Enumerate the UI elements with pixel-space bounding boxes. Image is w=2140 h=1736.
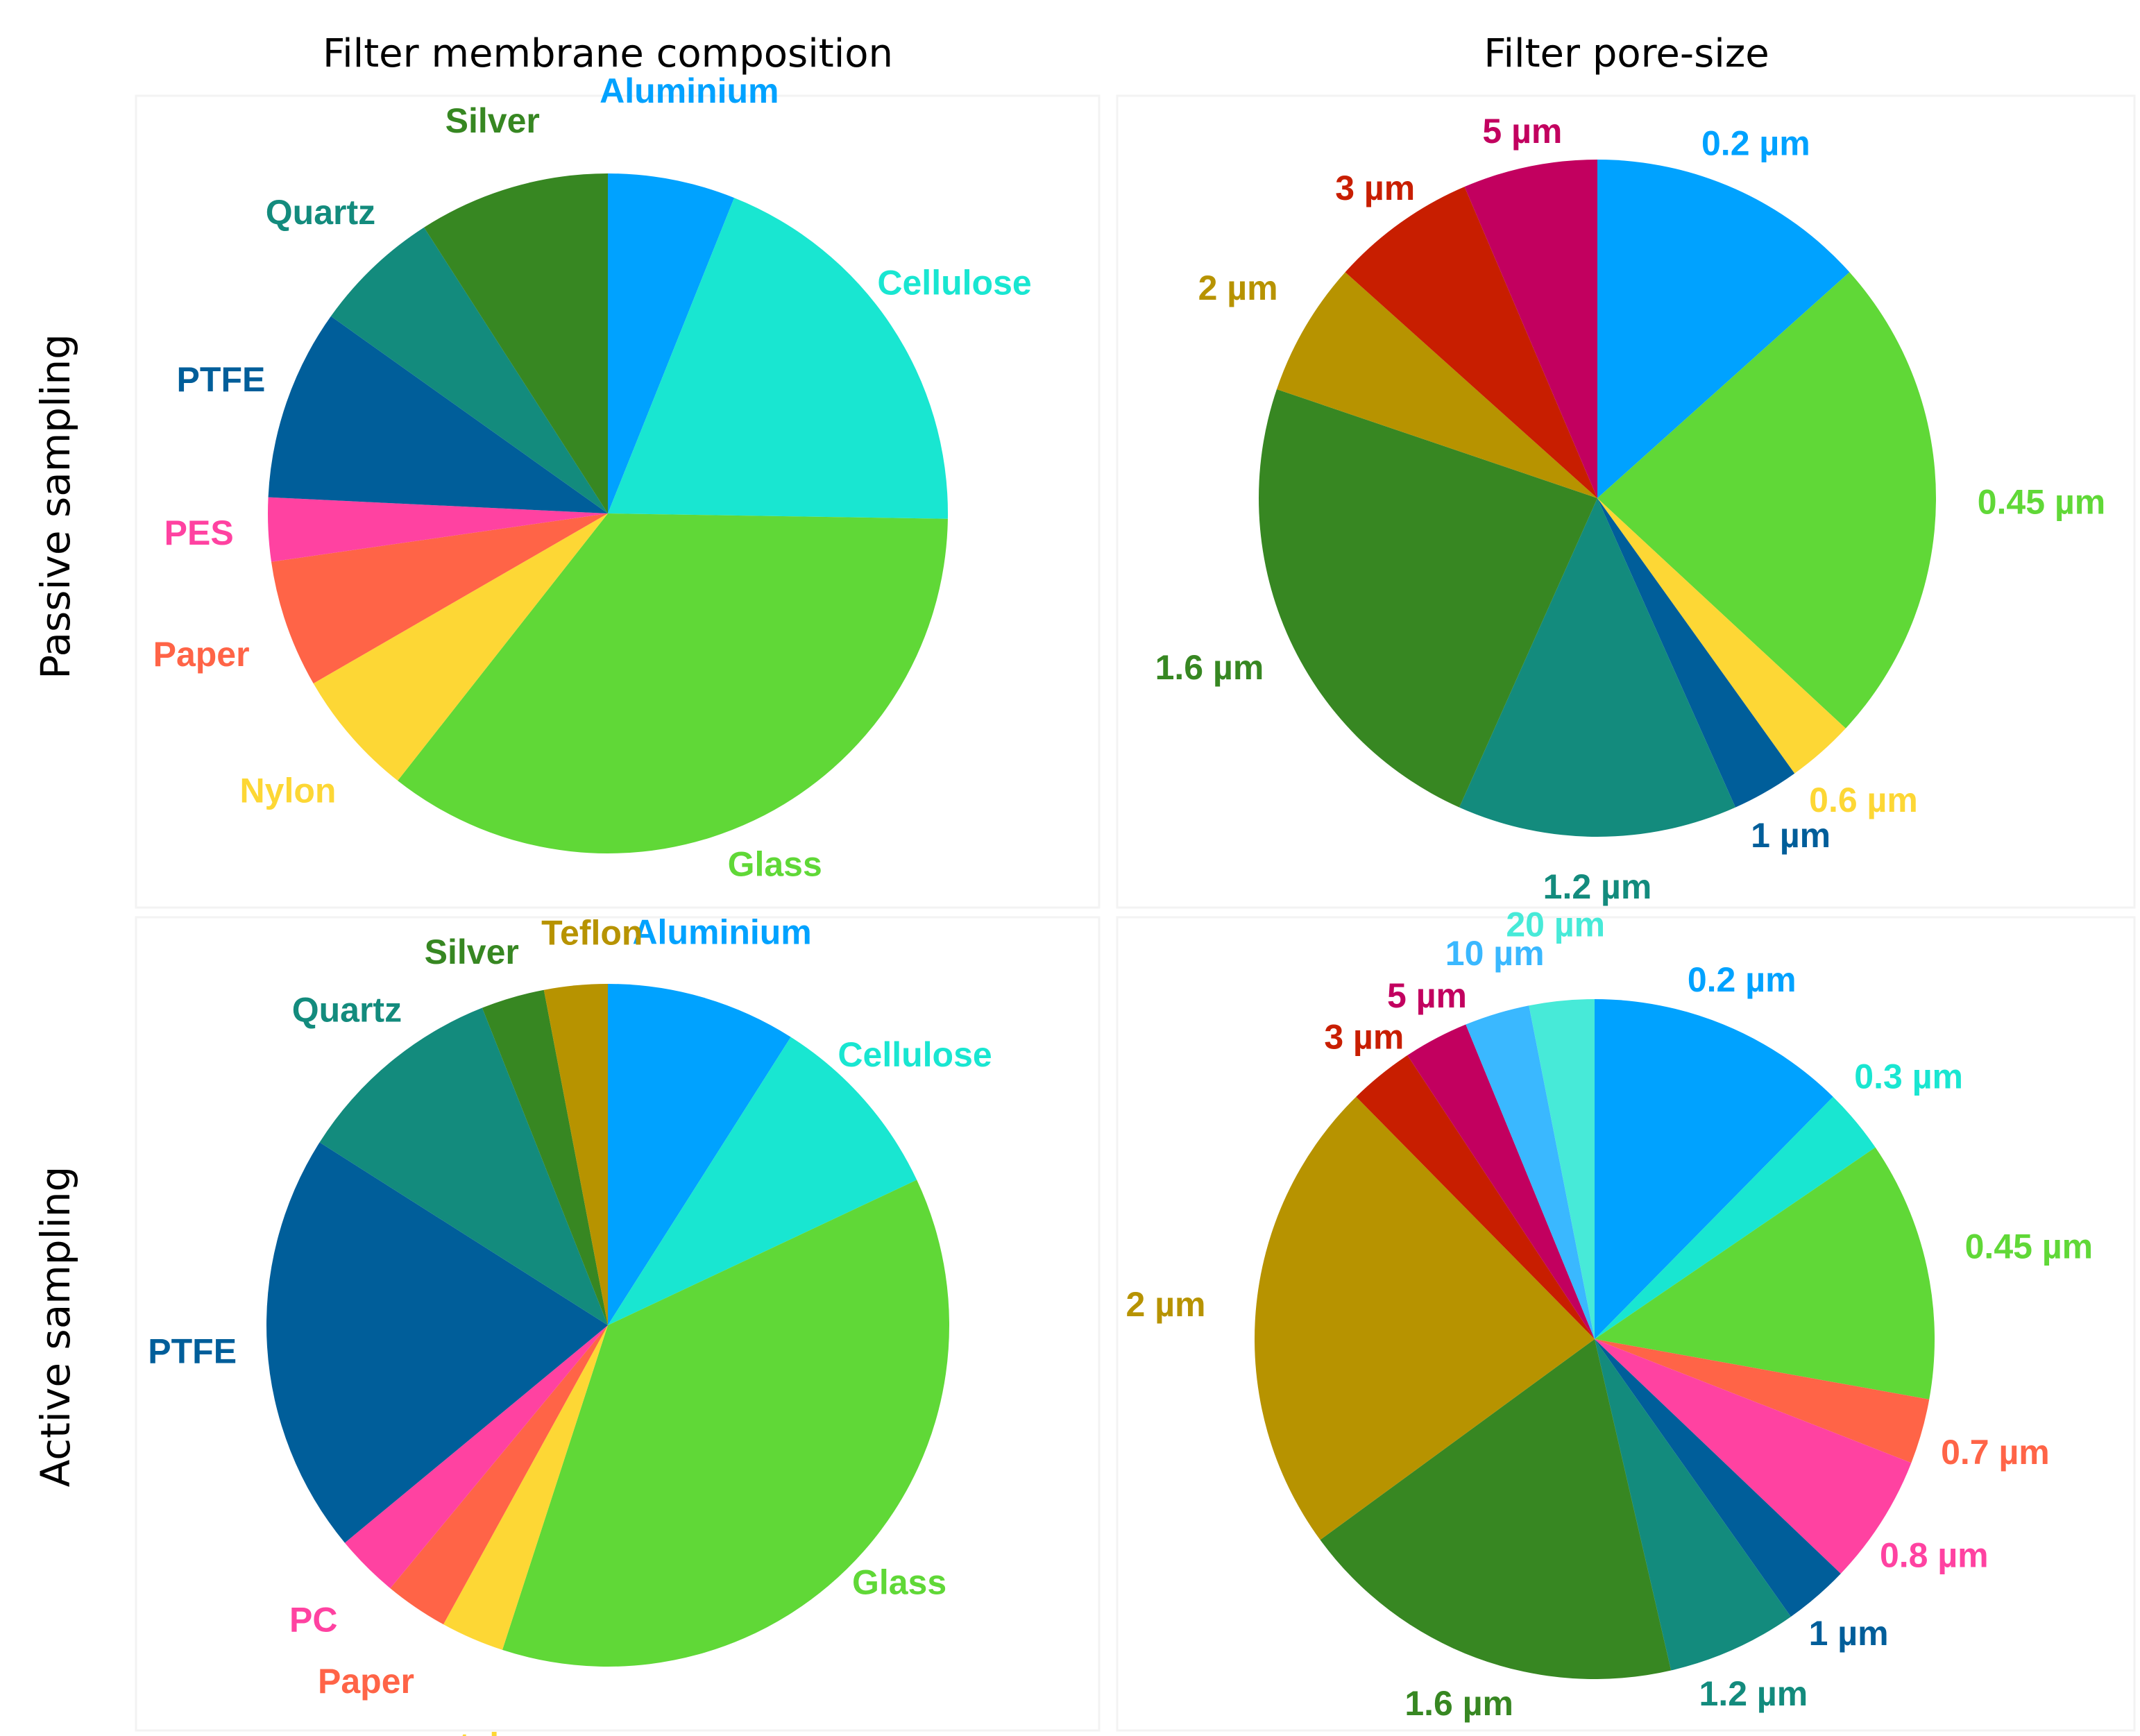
slice-label: 1.2 µm: [1543, 867, 1652, 906]
column-title-composition: Filter membrane composition: [323, 31, 893, 76]
pie-slice-2-m: [1276, 272, 1597, 498]
slice-label: Aluminium: [632, 912, 811, 951]
slice-label: Paper: [153, 635, 250, 674]
pie-slice-0-45-m: [1595, 1147, 1935, 1399]
slice-label: 1 µm: [1809, 1614, 1889, 1653]
pie-slice-0-45-m: [1597, 272, 1936, 729]
slice-label: PES: [164, 513, 234, 552]
slice-label: Paper: [318, 1662, 414, 1701]
pie-slice-quartz: [330, 227, 608, 513]
slice-label: 5 µm: [1482, 112, 1562, 151]
pie-slice-1-m: [1597, 498, 1795, 808]
row-title-active: Active sampling: [32, 1166, 79, 1488]
slice-label: 2 µm: [1126, 1285, 1206, 1324]
slice-label: Silver: [445, 101, 540, 140]
slice-label: metal: [409, 1726, 500, 1736]
slice-label: 10 µm: [1445, 934, 1545, 973]
pie-slice-1-2-m: [1459, 498, 1735, 837]
slice-label: PTFE: [148, 1332, 237, 1371]
slice-label: Aluminium: [600, 71, 779, 110]
slice-label: 3 µm: [1324, 1018, 1404, 1057]
slice-label: 1.6 µm: [1404, 1684, 1513, 1723]
slice-label: 2 µm: [1198, 269, 1278, 307]
pie-passive-composition: Aluminium Cellulose Glass Nylon Paper PES PTFE…: [153, 71, 1032, 883]
slice-label: Cellulose: [838, 1035, 992, 1074]
pie-slice-1-6-m: [1259, 389, 1597, 808]
column-title-pore-size: Filter pore-size: [1484, 31, 1769, 76]
slice-label: Quartz: [292, 990, 402, 1029]
slice-label: 1.2 µm: [1699, 1674, 1808, 1713]
pie-slice-aluminium: [608, 173, 735, 513]
pie-slice-cellulose: [608, 198, 949, 519]
pie-slice-0-6-m: [1597, 498, 1846, 774]
pie-slice-quartz: [319, 1007, 608, 1325]
slice-label: Silver: [425, 933, 519, 971]
pie-slice-1-6-m: [1320, 1339, 1672, 1679]
pie-active-composition: Aluminium Cellulose Glass metal Paper PC PTFE Q…: [148, 912, 992, 1736]
pie-slice-5-m: [1464, 160, 1597, 498]
slice-label: 0.3 µm: [1854, 1057, 1963, 1096]
pie-slice-pes: [268, 497, 608, 562]
pie-slice-silver: [482, 989, 608, 1325]
pie-slice-silver: [424, 173, 608, 513]
pie-slice-pc: [344, 1325, 608, 1589]
row-title-passive: Passive sampling: [32, 334, 79, 679]
pie-slice-ptfe: [266, 1142, 608, 1543]
slice-label: 0.45 µm: [1978, 482, 2105, 521]
slice-label: 0.45 µm: [1965, 1227, 2093, 1266]
pie-slice-glass: [398, 513, 948, 853]
pie-slice-0-7-m: [1595, 1339, 1930, 1463]
slice-label: Glass: [728, 845, 822, 884]
pie-slice-glass: [502, 1180, 950, 1667]
slice-label: 1 µm: [1751, 816, 1831, 855]
pie-slice-paper: [390, 1325, 608, 1625]
pie-slice-5-m: [1407, 1024, 1595, 1339]
pie-slice-metal: [443, 1325, 608, 1650]
slice-label: 1.6 µm: [1155, 648, 1264, 687]
slice-label: 0.8 µm: [1880, 1535, 1989, 1574]
slice-label: 3 µm: [1335, 169, 1415, 207]
pie-slice-3-m: [1356, 1055, 1595, 1339]
slice-label: 0.2 µm: [1701, 124, 1810, 163]
slice-label: Nylon: [240, 771, 337, 810]
slice-label: Teflon: [541, 913, 643, 952]
pie-slice-0-8-m: [1595, 1339, 1912, 1574]
slice-label: 20 µm: [1506, 905, 1605, 944]
pie-slice-aluminium: [608, 984, 791, 1325]
pie-slice-2-m: [1254, 1096, 1595, 1540]
pie-slice-1-m: [1595, 1339, 1841, 1617]
pie-slice-3-m: [1345, 187, 1597, 498]
pie-slice-teflon: [543, 984, 608, 1325]
slice-label: PC: [289, 1600, 337, 1639]
pie-slice-ptfe: [268, 316, 608, 513]
slice-label: 0.6 µm: [1809, 781, 1918, 819]
pie-slice-nylon: [313, 513, 608, 781]
slice-label: Glass: [852, 1563, 946, 1601]
pie-slice-0-3-m: [1595, 1096, 1876, 1339]
pie-passive-pore-size: 0.2 µm 0.45 µm 0.6 µm1 µm 1.2 µm 1.6 µm 2 µm 3…: [1155, 112, 2106, 906]
slice-label: 0.7 µm: [1941, 1433, 2050, 1472]
pie-slice-10-m: [1466, 1005, 1595, 1339]
pie-slice-1-2-m: [1595, 1339, 1791, 1671]
pie-slice-cellulose: [608, 1037, 917, 1325]
slice-label: Cellulose: [877, 264, 1031, 303]
pie-slice-paper: [271, 513, 608, 683]
pie-slice-0-2-m: [1597, 160, 1850, 498]
pie-slice-20-m: [1529, 999, 1595, 1339]
slice-label: 5 µm: [1387, 976, 1467, 1015]
slice-label: Quartz: [266, 193, 375, 232]
pie-slice-0-2-m: [1595, 999, 1833, 1339]
pie-active-pore-size: 0.2 µm 0.3 µm 0.45 µm 0.7 µm 0.8 µm 1 µm1.2 µ…: [1126, 905, 2094, 1723]
slice-label: 0.2 µm: [1688, 960, 1797, 999]
slice-label: PTFE: [177, 360, 266, 399]
